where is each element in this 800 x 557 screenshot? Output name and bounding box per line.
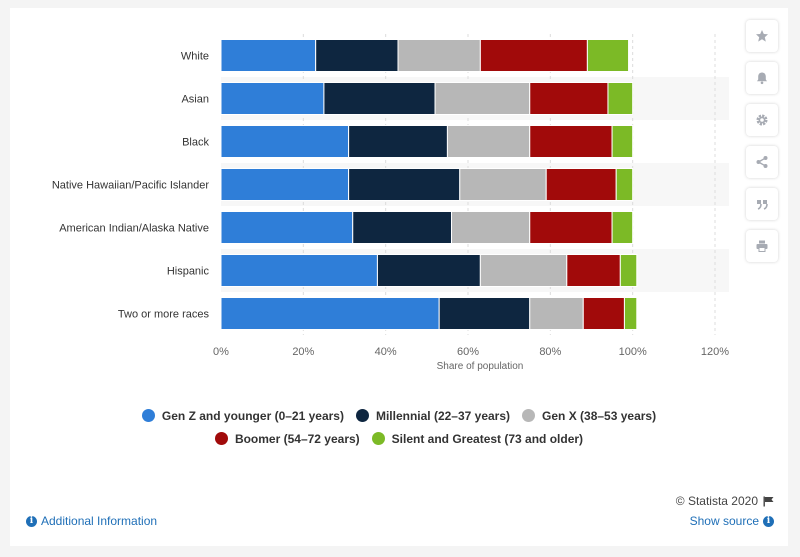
bar-segment — [220, 82, 325, 115]
x-tick-label: 20% — [292, 346, 314, 358]
bar-segment — [479, 254, 568, 287]
category-label: Two or more races — [118, 309, 210, 321]
bar-segment — [315, 39, 399, 72]
legend-item[interactable]: Millennial (22–37 years) — [355, 408, 511, 423]
info-icon: i — [763, 515, 774, 527]
cite-button[interactable] — [746, 188, 778, 220]
bar-segment — [611, 125, 634, 158]
bar-segment — [434, 82, 531, 115]
bar-segment — [586, 39, 630, 72]
bar-segment — [529, 82, 609, 115]
share-icon — [756, 156, 768, 168]
bar-segment — [615, 168, 634, 201]
legend-label: Boomer (54–72 years) — [234, 431, 360, 446]
bar-segment — [220, 39, 317, 72]
credit-text: © Statista 2020 — [675, 494, 758, 508]
legend-row: Boomer (54–72 years) Silent and Greatest … — [10, 427, 788, 450]
x-tick-label: 100% — [619, 346, 647, 358]
category-label: Black — [182, 137, 209, 149]
legend-item[interactable]: Gen Z and younger (0–21 years) — [141, 408, 344, 423]
bar-segment — [348, 125, 448, 158]
bar-segment — [323, 82, 436, 115]
chart-plot: 0% 20% 40% 60% 80% 100% 120% White Asian Black Nat… — [52, 34, 729, 372]
bar-segment — [397, 39, 481, 72]
bar-segment — [479, 39, 588, 72]
bar-segment — [376, 254, 481, 287]
bar-segment — [446, 125, 531, 158]
legend-item[interactable]: Silent and Greatest (73 and older) — [371, 431, 584, 446]
bar-segment — [220, 254, 378, 287]
bar-segment — [352, 211, 453, 244]
info-icon: i — [26, 515, 37, 527]
bar-segment — [220, 297, 440, 330]
category-label: Asian — [181, 94, 209, 106]
bar-segment — [611, 211, 634, 244]
bar-segment — [529, 211, 613, 244]
category-label: White — [181, 51, 209, 63]
share-button[interactable] — [746, 146, 778, 178]
show-source-link[interactable]: Show source i — [690, 514, 774, 528]
legend-item[interactable]: Gen X (38–53 years) — [522, 409, 656, 423]
flag-icon — [763, 496, 774, 506]
statista-credit[interactable]: © Statista 2020 — [676, 494, 774, 508]
print-icon — [756, 240, 768, 252]
side-toolbar — [746, 20, 778, 272]
star-icon — [756, 30, 768, 42]
chart-card: 0% 20% 40% 60% 80% 100% 120% White Asian Black Nat… — [10, 8, 788, 546]
x-axis-title: Share of population — [437, 361, 524, 372]
bar-segment — [220, 125, 350, 158]
bar-segment — [582, 297, 625, 330]
category-label: Hispanic — [167, 266, 210, 278]
bar-segment — [348, 168, 461, 201]
legend-swatch — [141, 409, 155, 422]
legend-label: Silent and Greatest (73 and older) — [391, 431, 584, 446]
legend-row: Gen Z and younger (0–21 years) Millennial… — [10, 404, 788, 427]
x-tick-label: 120% — [701, 346, 729, 358]
quote-icon — [757, 200, 768, 210]
bar-segment — [566, 254, 621, 287]
x-tick-label: 80% — [539, 346, 561, 358]
print-button[interactable] — [746, 230, 778, 262]
settings-button[interactable] — [746, 104, 778, 136]
bar-segment — [451, 211, 531, 244]
category-label: Native Hawaiian/Pacific Islander — [52, 180, 209, 192]
additional-information-label: Additional Information — [41, 514, 158, 528]
bar-segment — [529, 125, 613, 158]
bar-segment — [529, 297, 584, 330]
legend-label: Gen X (38–53 years) — [542, 408, 657, 423]
x-tick-label: 60% — [457, 346, 479, 358]
bell-icon — [757, 72, 767, 85]
legend-label: Millennial (22–37 years) — [375, 408, 511, 423]
gear-icon — [756, 114, 768, 126]
legend-swatch — [214, 432, 228, 445]
chart-legend: Gen Z and younger (0–21 years) Millennial… — [10, 404, 788, 450]
legend-item[interactable]: Boomer (54–72 years) — [214, 431, 360, 446]
legend-label: Gen Z and younger (0–21 years) — [161, 408, 344, 423]
bar-segment — [619, 254, 638, 287]
legend-swatch — [355, 409, 369, 422]
bar-segment — [220, 168, 350, 201]
bar-segment — [623, 297, 638, 330]
legend-swatch — [371, 432, 385, 445]
x-tick-label: 40% — [375, 346, 397, 358]
category-label: American Indian/Alaska Native — [59, 223, 209, 235]
legend-swatch — [522, 409, 536, 422]
bar-segment — [607, 82, 634, 115]
bar-segment — [545, 168, 617, 201]
notification-button[interactable] — [746, 62, 778, 94]
additional-information-link[interactable]: i Additional Information — [26, 514, 157, 528]
bar-segment — [220, 211, 354, 244]
bar-segment — [438, 297, 531, 330]
bar-segment — [459, 168, 547, 201]
show-source-label: Show source — [689, 514, 759, 528]
x-tick-label: 0% — [213, 346, 229, 358]
favorite-button[interactable] — [746, 20, 778, 52]
